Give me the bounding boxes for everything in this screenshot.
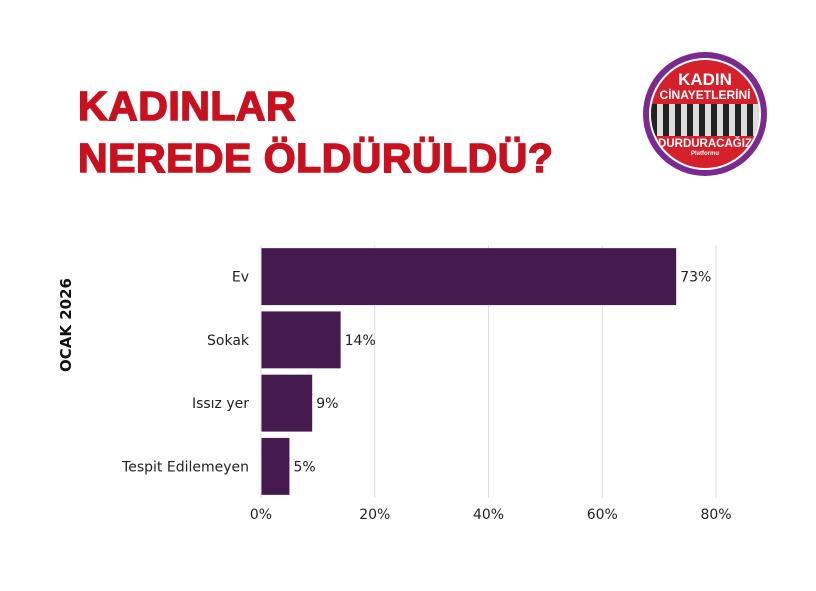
logo-faces-image [651, 104, 759, 136]
title-line-1: KADINLAR [77, 82, 297, 130]
bar-issız-yer [261, 374, 313, 432]
x-tick-label: 0% [250, 507, 272, 523]
category-label: Issız yer [192, 396, 249, 412]
bar-tespit-edilemeyen [261, 437, 290, 495]
data-label: 14% [345, 333, 376, 349]
logo-text: CİNAYETLERİNİ [659, 88, 751, 102]
title-line-2: NEREDE ÖLDÜRÜLDÜ? [77, 134, 554, 182]
logo-text: DURDURACAĞIZ [658, 138, 752, 150]
chart-title: KADINLAR NEREDE ÖLDÜRÜLDÜ? [77, 80, 554, 184]
x-tick-label: 40% [473, 507, 504, 523]
platform-logo: KADIN CİNAYETLERİNİ DURDURACAĞIZ Platfor… [643, 52, 767, 176]
data-label: 5% [293, 459, 315, 475]
x-tick-label: 20% [359, 507, 390, 523]
category-label: Sokak [207, 333, 250, 349]
category-label: Tespit Edilemeyen [121, 459, 249, 475]
data-label: 9% [316, 396, 338, 412]
bar-ev [261, 248, 677, 306]
x-tick-label: 60% [587, 507, 618, 523]
data-label: 73% [680, 270, 711, 286]
logo-text: KADIN [678, 70, 732, 89]
category-label: Ev [232, 270, 249, 286]
logo-text: Platformu [690, 151, 719, 157]
bar-sokak [261, 311, 341, 369]
x-tick-label: 80% [700, 507, 731, 523]
